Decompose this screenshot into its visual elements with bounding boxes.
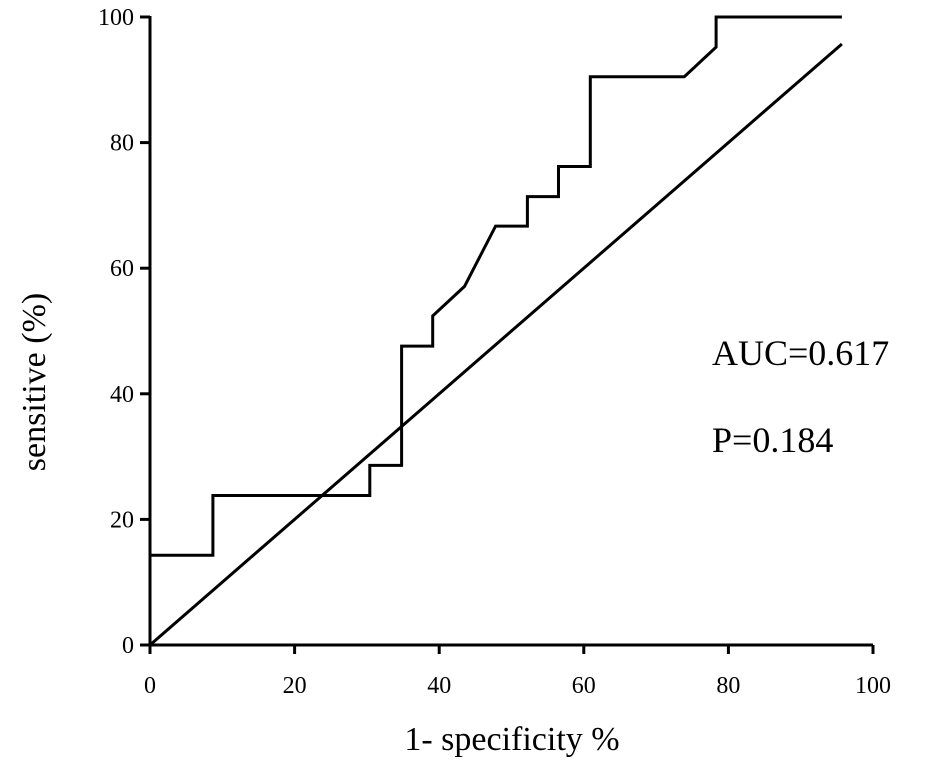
x-tick-label: 20	[283, 673, 307, 699]
y-axis-title: sensitive (%)	[16, 293, 53, 471]
tick-labels: 0 20 40 60 80 100 0 20 40 60 80 100	[98, 5, 891, 699]
p-value-annotation: P=0.184	[712, 420, 833, 460]
y-tick-label: 100	[98, 5, 134, 31]
roc-curve-line	[150, 15, 842, 557]
x-tick-label: 100	[855, 673, 891, 699]
y-tick-label: 80	[110, 131, 134, 157]
y-tick-label: 40	[110, 382, 134, 408]
y-tick-label: 20	[110, 507, 134, 533]
tick-marks	[140, 15, 875, 654]
y-tick-label: 60	[110, 256, 134, 282]
series-layer	[149, 15, 843, 647]
x-tick-label: 40	[427, 673, 451, 699]
y-tick-label: 0	[122, 633, 134, 659]
reference-diagonal-line	[149, 42, 843, 647]
x-tick-label: 60	[572, 673, 596, 699]
axes	[148, 16, 873, 647]
auc-annotation: AUC=0.617	[712, 333, 889, 373]
x-axis-title: 1- specificity %	[404, 721, 619, 758]
x-tick-label: 0	[144, 673, 156, 699]
x-tick-label: 80	[716, 673, 740, 699]
